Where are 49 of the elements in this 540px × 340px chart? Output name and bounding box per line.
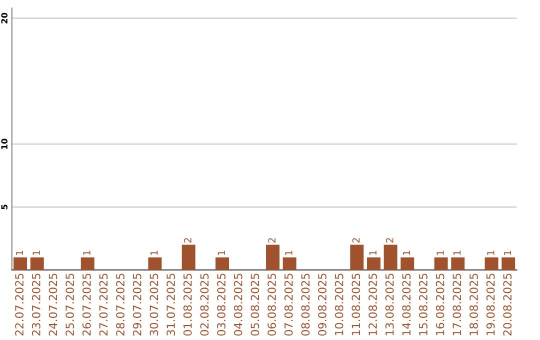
data-label: 1	[453, 250, 461, 255]
y-tick-label: 5	[1, 204, 8, 210]
x-tick-label: 06.08.2025	[268, 274, 276, 336]
x-tick-label: 09.08.2025	[318, 274, 326, 336]
x-tick-label: 13.08.2025	[385, 274, 394, 336]
data-label: 2	[184, 238, 192, 243]
data-label: 1	[83, 250, 90, 255]
data-label: 1	[369, 250, 376, 255]
data-label: 1	[16, 250, 23, 255]
x-tick-label: 10.08.2025	[334, 274, 344, 336]
x-tick-label: 03.08.2025	[217, 274, 226, 336]
x-tick-label: 26.07.2025	[82, 274, 91, 336]
x-tick-label: 27.07.2025	[99, 274, 108, 336]
data-label: 1	[402, 250, 410, 255]
data-label: 2	[352, 238, 360, 243]
data-label: 1	[150, 250, 158, 255]
x-tick-label: 23.07.2025	[32, 274, 40, 336]
x-tick-label: 28.07.2025	[116, 274, 124, 336]
x-tick-label: 16.08.2025	[436, 274, 444, 336]
x-tick-label: 19.08.2025	[486, 274, 495, 336]
x-tick-label: 29.07.2025	[132, 274, 142, 336]
x-tick-label: 14.08.2025	[402, 274, 411, 336]
x-tick-label: 18.08.2025	[470, 274, 478, 336]
data-label: 1	[487, 250, 494, 255]
x-tick-label: 30.07.2025	[150, 274, 158, 336]
data-label: 1	[504, 250, 512, 255]
x-tick-label: 08.08.2025	[301, 274, 310, 336]
x-tick-label: 24.07.2025	[48, 274, 58, 336]
y-tick-label: 20	[1, 12, 8, 24]
x-tick-label: 17.08.2025	[452, 274, 462, 336]
x-tick-label: 15.08.2025	[419, 274, 428, 336]
x-tick-label: 11.08.2025	[352, 274, 360, 336]
x-tick-label: 04.08.2025	[234, 274, 242, 336]
x-tick-label: 25.07.2025	[66, 274, 74, 336]
x-tick-label: 07.08.2025	[284, 274, 293, 336]
x-tick-label: 02.08.2025	[200, 274, 209, 336]
y-tick-label: 10	[1, 138, 8, 149]
data-label: 2	[268, 238, 276, 243]
data-label: 1	[218, 250, 225, 255]
x-tick-label: 20.08.2025	[503, 274, 512, 336]
data-label: 1	[32, 250, 40, 255]
x-tick-label: 22.07.2025	[15, 274, 24, 336]
data-label: 1	[285, 250, 292, 255]
x-tick-label: 31.07.2025	[166, 274, 175, 336]
x-tick-label: 05.08.2025	[250, 274, 260, 336]
data-label: 2	[386, 238, 394, 243]
x-tick-label: 01.08.2025	[183, 274, 192, 336]
x-tick-label: 12.08.2025	[368, 274, 377, 336]
data-label: 1	[436, 250, 444, 255]
